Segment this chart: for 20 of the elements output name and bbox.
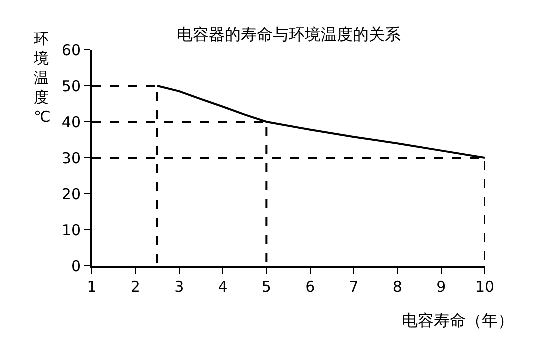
x-tick-label: 8 [392, 278, 402, 296]
x-axis-title: 电容寿命（年） [402, 311, 514, 330]
y-axis-title: 环境温度℃ [33, 30, 51, 126]
x-tick-label: 3 [174, 278, 184, 296]
chart-title: 电容器的寿命与环境温度的关系 [177, 25, 401, 44]
x-tick-label: 1 [87, 278, 97, 296]
x-tick-label: 7 [349, 278, 359, 296]
x-tick-label: 10 [475, 278, 495, 296]
y-tick-label: 20 [62, 185, 81, 204]
x-tick-label: 5 [262, 278, 272, 296]
y-tick-label: 60 [62, 41, 81, 60]
y-tick-label: 50 [62, 77, 81, 96]
y-tick-label: 30 [62, 149, 81, 168]
x-tick-label: 2 [130, 278, 140, 296]
y-tick-label: 40 [62, 113, 81, 132]
x-tick-label: 6 [306, 278, 316, 296]
y-tick-label: 0 [71, 257, 81, 276]
x-tick-label: 9 [436, 278, 446, 296]
x-tick-label: 4 [218, 278, 228, 296]
y-tick-label: 10 [62, 221, 81, 240]
